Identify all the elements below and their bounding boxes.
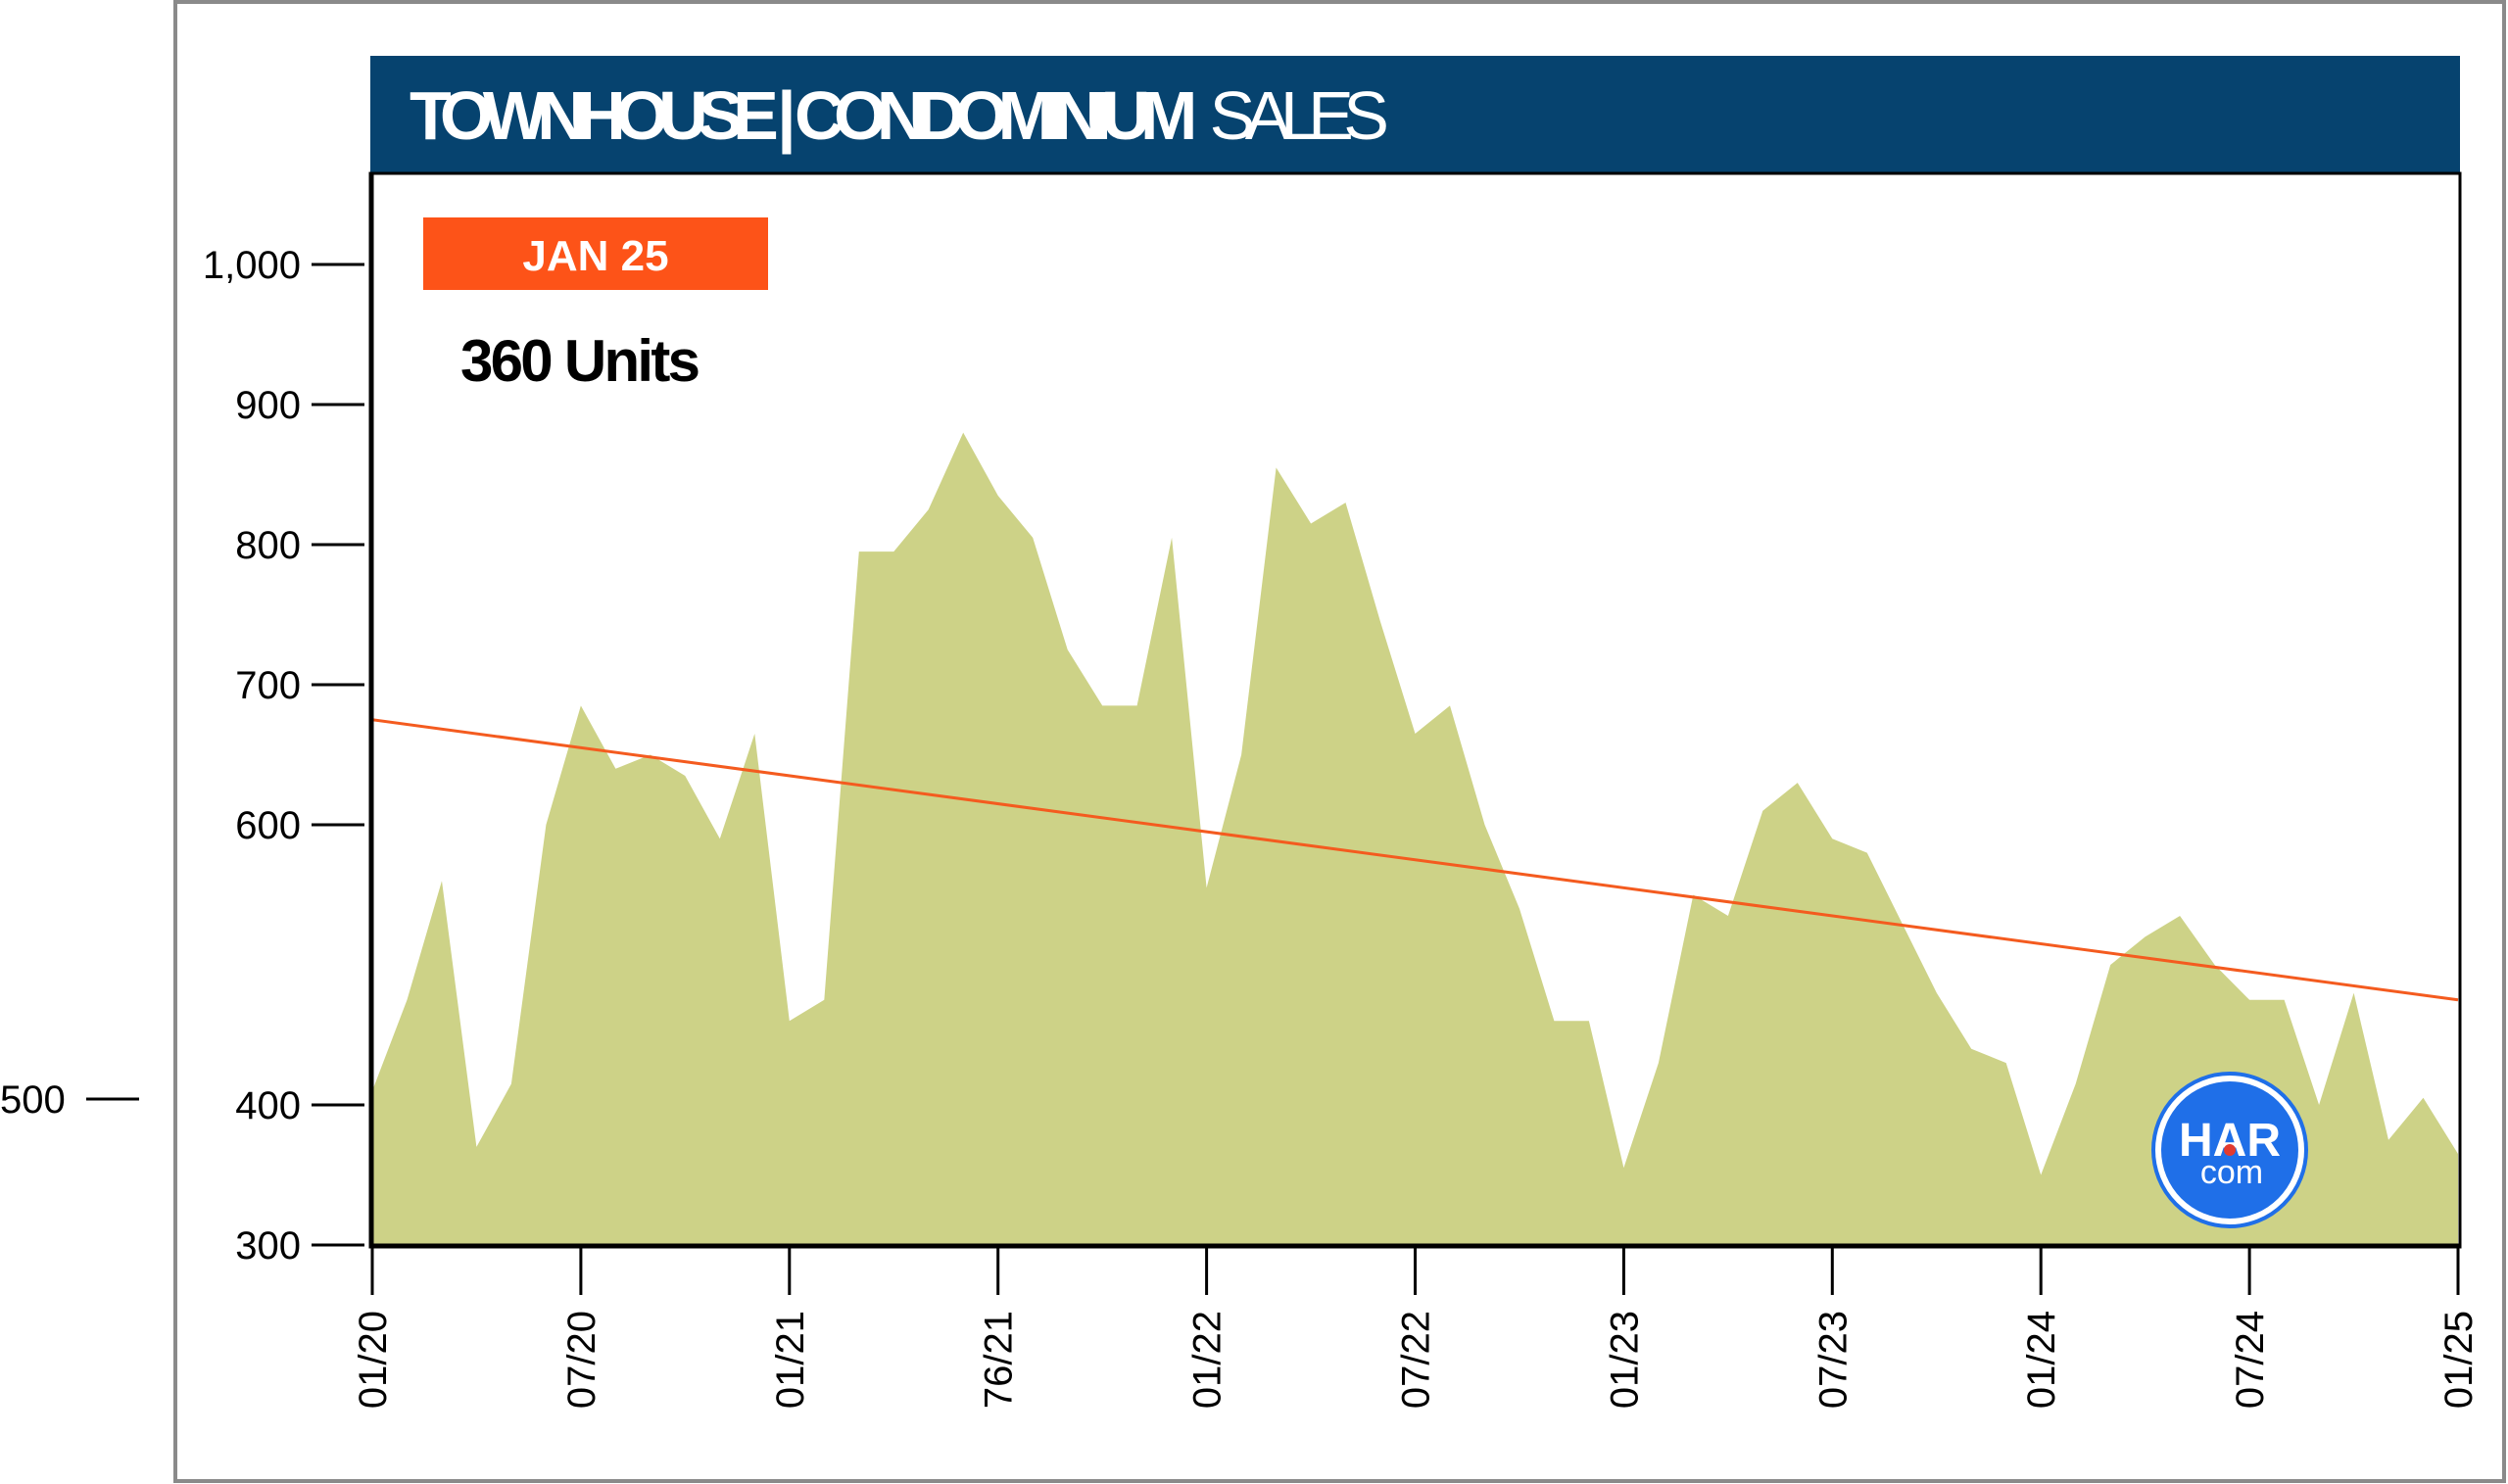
x-tick-label: 07/24 — [2229, 1311, 2272, 1409]
x-tick-label: 01/22 — [1186, 1311, 1230, 1409]
har-logo-subtext: com — [2200, 1154, 2263, 1191]
y-tick-label: 600 — [235, 804, 301, 847]
y-ticks: 300 400 600 700 800 900 1,000 — [203, 244, 364, 1268]
y-tick-label: 300 — [235, 1224, 301, 1268]
y-tick-label: 400 — [235, 1084, 301, 1127]
trend-line — [371, 718, 2459, 1002]
har-logo-dot-icon — [2224, 1144, 2236, 1156]
x-ticks: 01/20 07/20 01/21 76/21 01/22 07/22 01/23 07/23… — [352, 1245, 2481, 1409]
chart-title-bold: TOWNHOUSE | CONDOMINIUM — [410, 77, 1197, 155]
date-badge — [423, 217, 768, 290]
x-tick-label: 01/24 — [2020, 1311, 2063, 1409]
y-tick-label: 800 — [235, 524, 301, 567]
har-logo: HAR com — [2151, 1072, 2308, 1228]
x-tick-label: 01/23 — [1603, 1311, 1646, 1409]
x-tick-label: 07/20 — [560, 1311, 603, 1409]
y-tick-label: 700 — [235, 664, 301, 707]
har-logo-text: HAR — [2179, 1115, 2281, 1167]
y-tick-label: 900 — [235, 384, 301, 427]
x-tick-label: 76/21 — [978, 1311, 1021, 1409]
trend-layer — [371, 718, 2459, 1002]
x-tick-label: 01/21 — [769, 1311, 812, 1409]
area-layer — [372, 432, 2458, 1246]
stray-tick-label: 500 — [0, 1078, 66, 1122]
x-tick-label: 01/20 — [352, 1311, 395, 1409]
x-tick-label: 07/22 — [1395, 1311, 1438, 1409]
chart-title: TOWNHOUSE | CONDOMINIUM SALES — [410, 77, 1389, 155]
y-tick-label: 1,000 — [203, 244, 301, 287]
sales-area — [372, 432, 2458, 1246]
header-banner — [370, 56, 2460, 173]
date-badge-label: JAN 25 — [522, 232, 668, 280]
x-tick-label: 07/23 — [1811, 1311, 1855, 1409]
headline-value: 360 Units — [460, 328, 700, 394]
x-tick-label: 01/25 — [2437, 1311, 2481, 1409]
chart-title-light: SALES — [1210, 77, 1389, 154]
